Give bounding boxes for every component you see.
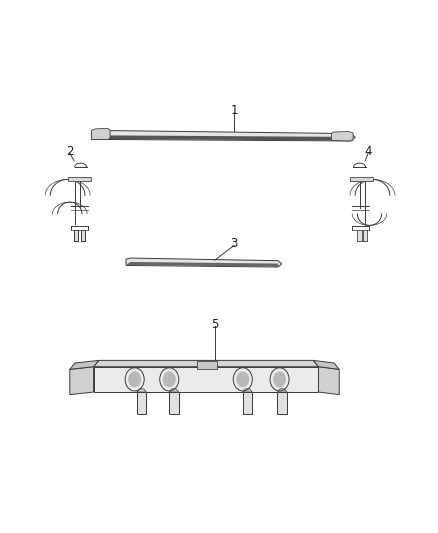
Polygon shape — [94, 360, 318, 367]
Bar — [81, 230, 85, 241]
Polygon shape — [313, 360, 339, 369]
Polygon shape — [169, 392, 179, 414]
Circle shape — [128, 372, 141, 387]
Text: 2: 2 — [66, 145, 74, 158]
Polygon shape — [137, 389, 146, 392]
Polygon shape — [277, 389, 287, 392]
Polygon shape — [92, 128, 110, 140]
Text: 1: 1 — [230, 104, 238, 117]
Bar — [357, 230, 362, 241]
Polygon shape — [67, 177, 91, 181]
Polygon shape — [94, 367, 318, 392]
Text: 3: 3 — [230, 237, 238, 251]
Polygon shape — [126, 258, 282, 267]
Polygon shape — [350, 177, 372, 181]
Bar — [74, 230, 78, 241]
Bar — [363, 230, 367, 241]
Polygon shape — [70, 360, 99, 369]
Polygon shape — [243, 392, 252, 414]
Polygon shape — [169, 389, 179, 392]
Polygon shape — [277, 392, 287, 414]
Polygon shape — [70, 367, 94, 394]
Polygon shape — [137, 392, 146, 414]
Polygon shape — [92, 135, 351, 141]
Text: 5: 5 — [211, 318, 219, 331]
Polygon shape — [92, 131, 355, 141]
Circle shape — [236, 372, 249, 387]
Circle shape — [273, 372, 286, 387]
Bar — [198, 361, 217, 369]
Polygon shape — [332, 132, 353, 141]
Text: 4: 4 — [364, 145, 372, 158]
Polygon shape — [318, 367, 339, 394]
Circle shape — [163, 372, 176, 387]
Polygon shape — [243, 389, 252, 392]
Polygon shape — [126, 262, 278, 266]
